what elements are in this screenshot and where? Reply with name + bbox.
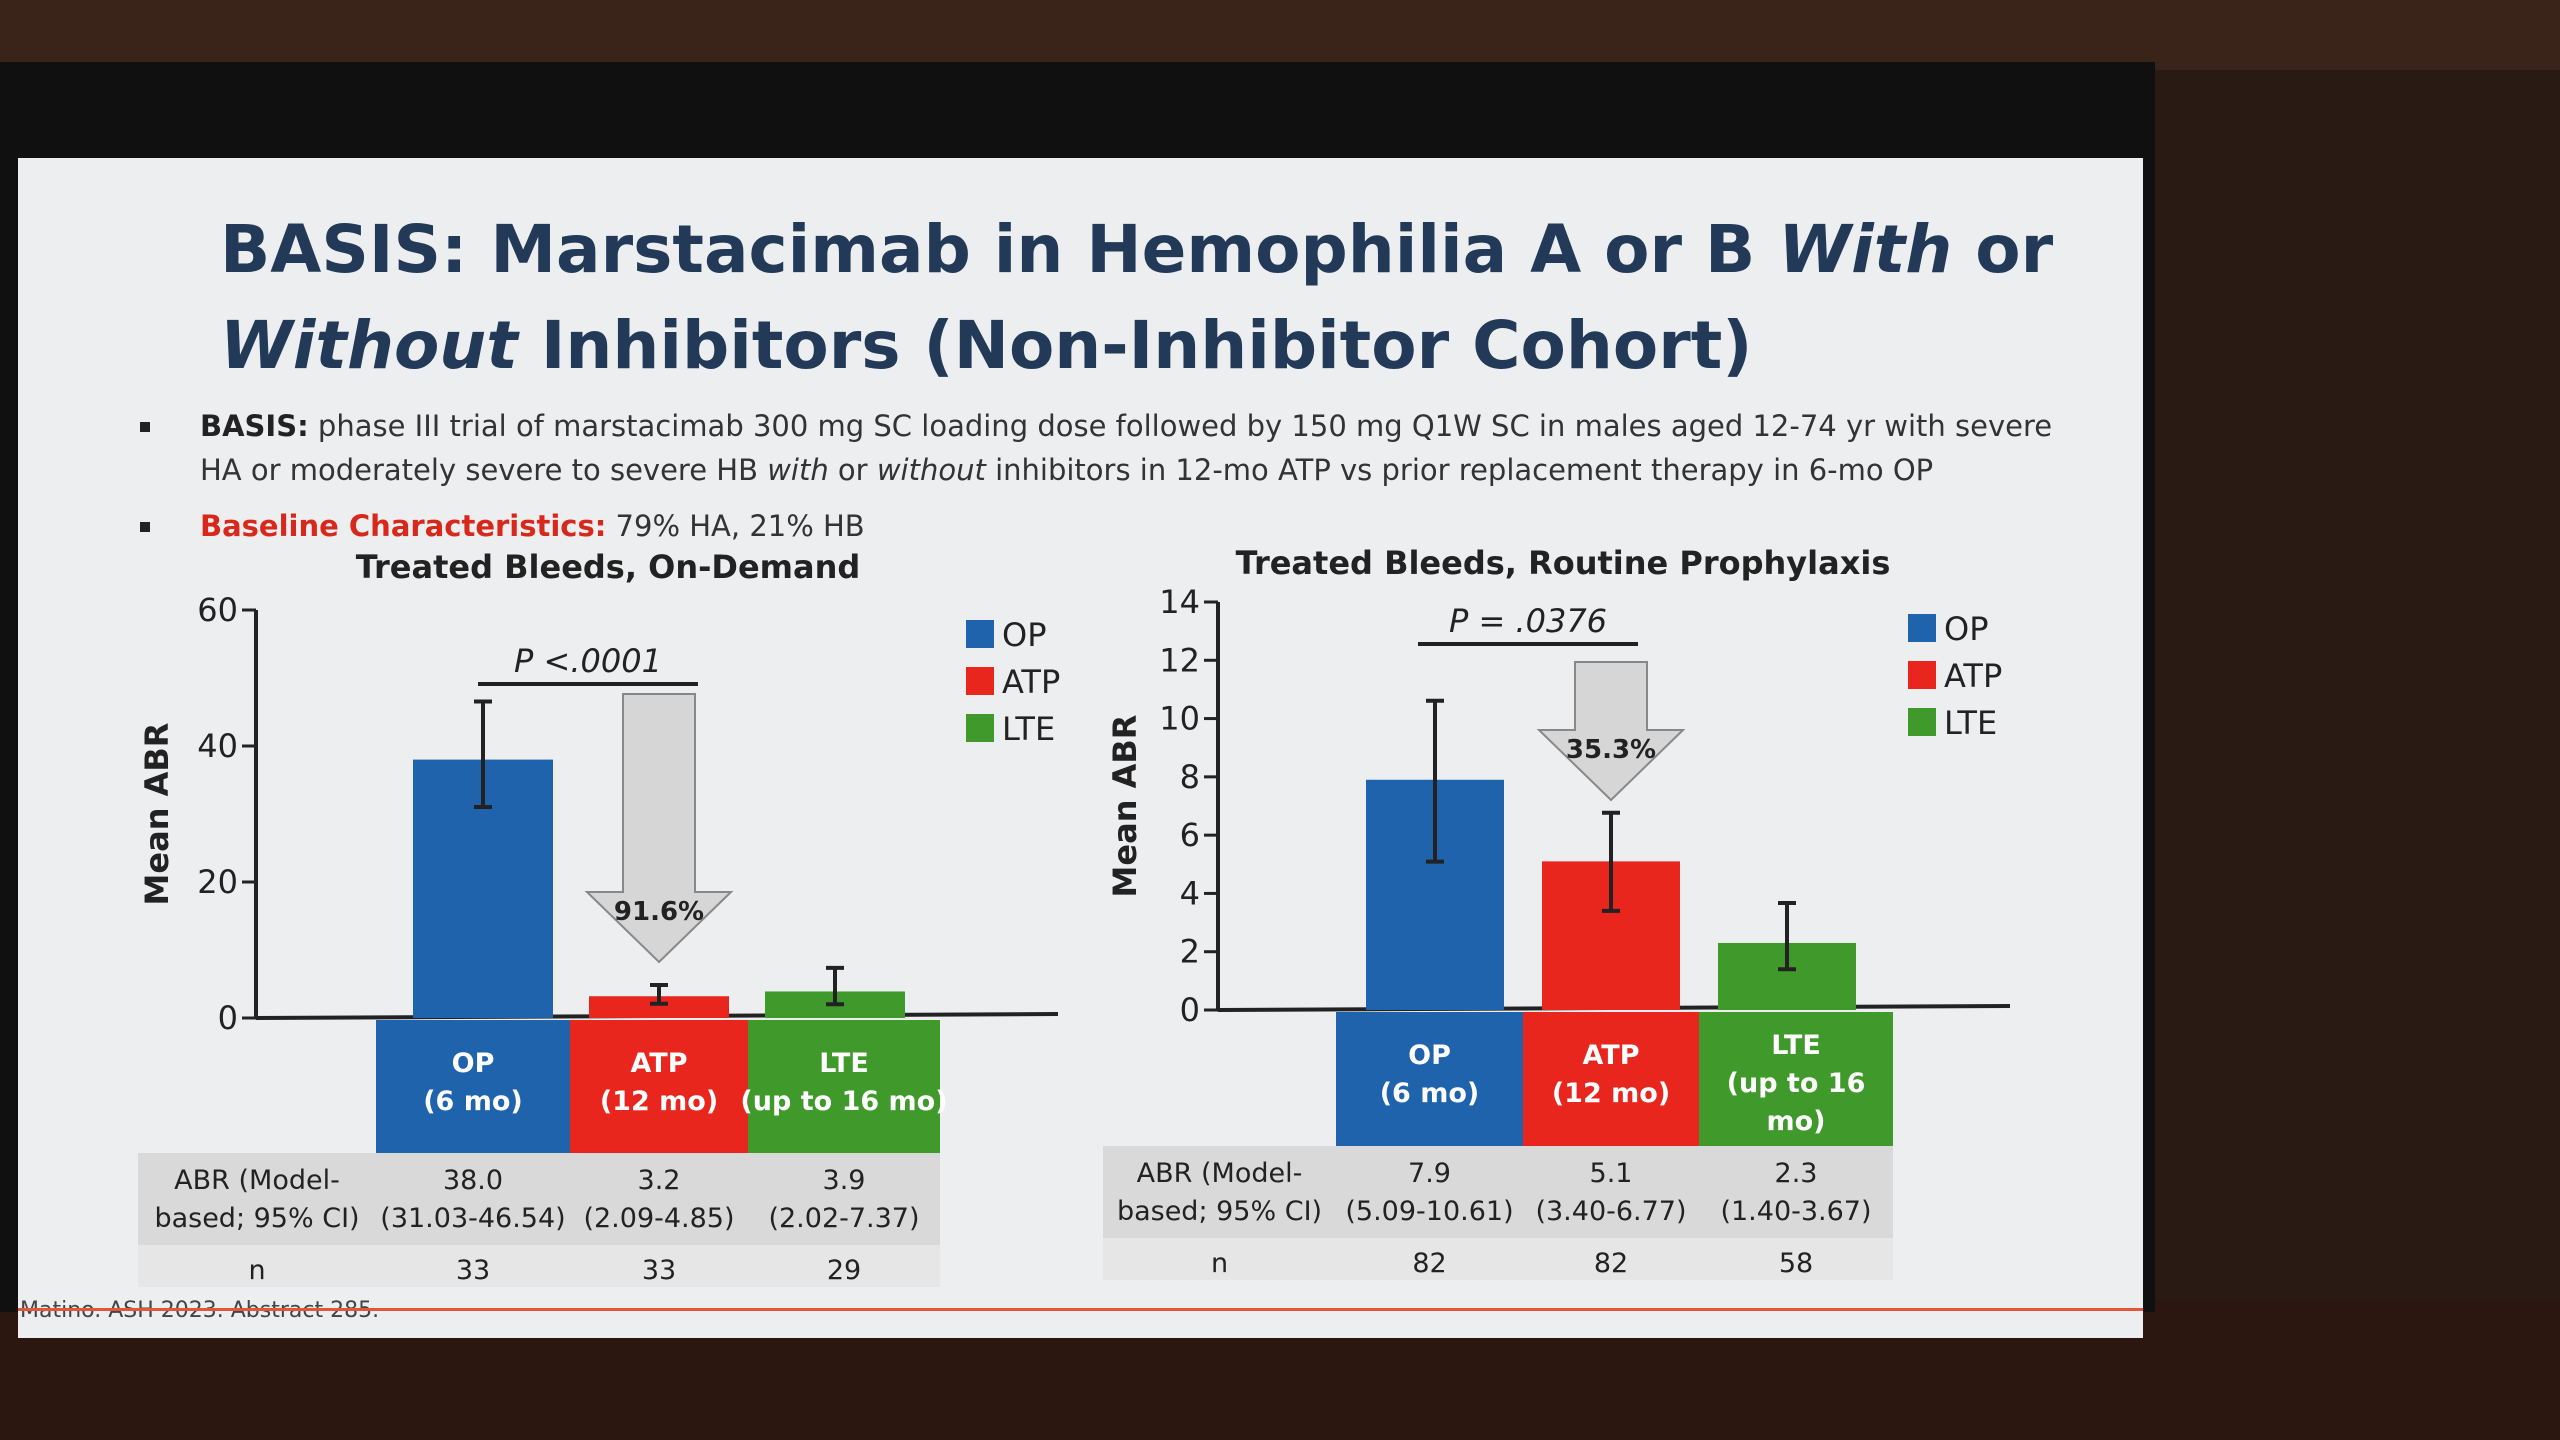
legend-label-lte: LTE (1944, 704, 1997, 742)
y-tick-label: 4 (1180, 874, 1200, 912)
legend-label-atp: ATP (1002, 663, 1060, 701)
table-n-label: n (1211, 1248, 1228, 1279)
table-n-value: 58 (1779, 1248, 1813, 1279)
bar-atp (589, 996, 729, 1018)
table-row-n-bg (138, 1245, 940, 1287)
bullet-marker (140, 422, 150, 432)
legend-swatch-op (966, 620, 994, 648)
legend-label-atp: ATP (1944, 657, 2002, 695)
category-cell (1336, 1012, 1523, 1146)
category-label: (6 mo) (423, 1086, 523, 1117)
legend-label-op: OP (1944, 610, 1988, 648)
table-abr-value: 2.3 (1775, 1158, 1818, 1189)
category-cell (748, 1020, 940, 1153)
table-n-value: 33 (456, 1255, 490, 1286)
category-label: ATP (1582, 1040, 1639, 1071)
category-label: (12 mo) (1552, 1078, 1670, 1109)
table-ci-value: (3.40-6.77) (1535, 1196, 1686, 1227)
legend-swatch-lte (1908, 708, 1936, 736)
legend-swatch-atp (966, 667, 994, 695)
table-abr-value: 5.1 (1590, 1158, 1633, 1189)
table-n-value: 29 (827, 1255, 861, 1286)
table-abr-value: 38.0 (443, 1165, 503, 1196)
chart-title: Treated Bleeds, On-Demand (356, 548, 861, 586)
y-tick-label: 0 (218, 999, 238, 1037)
category-cell (376, 1020, 570, 1153)
table-ci-value: (5.09-10.61) (1345, 1196, 1513, 1227)
y-tick-label: 0 (1180, 991, 1200, 1029)
reduction-percent-label: 35.3% (1566, 735, 1656, 765)
category-label: (up to 16 mo) (740, 1086, 947, 1117)
room-background (0, 0, 2560, 70)
reduction-arrow (1536, 661, 1686, 802)
table-row-abr-bg (1103, 1146, 1893, 1238)
category-label: OP (1408, 1040, 1451, 1071)
y-axis-label: Mean ABR (1106, 715, 1144, 898)
legend-label-lte: LTE (1002, 710, 1055, 748)
table-row-n-bg (1103, 1238, 1893, 1280)
category-label: (6 mo) (1380, 1078, 1480, 1109)
p-value-label: P = .0376 (1449, 602, 1607, 640)
category-label: LTE (1771, 1030, 1821, 1061)
y-tick-label: 10 (1159, 700, 1200, 738)
y-axis-label: Mean ABR (138, 723, 176, 906)
table-ci-value: (1.40-3.67) (1720, 1196, 1871, 1227)
legend-label-op: OP (1002, 616, 1046, 654)
y-tick-label: 12 (1159, 641, 1200, 679)
category-label: (up to 16 (1727, 1068, 1866, 1099)
footer-rule (18, 1308, 2143, 1311)
y-tick-label: 14 (1159, 583, 1200, 621)
chart-routine-prophylaxis: Treated Bleeds, Routine Prophylaxis 0 2 4 6 8… (1103, 544, 2011, 1280)
table-n-value: 33 (642, 1255, 676, 1286)
table-row-label: ABR (Model- (1137, 1158, 1303, 1189)
chart-on-demand: Treated Bleeds, On-Demand 0 20 40 60 Mean ABR… (138, 548, 1060, 1287)
table-row-label: based; 95% CI) (154, 1203, 359, 1234)
table-row-abr-bg (138, 1153, 940, 1245)
category-label: (12 mo) (600, 1086, 718, 1117)
table-abr-value: 3.2 (638, 1165, 681, 1196)
reduction-percent-label: 91.6% (614, 897, 704, 927)
bullet-marker (140, 522, 150, 532)
table-n-value: 82 (1412, 1248, 1446, 1279)
legend-swatch-atp (1908, 661, 1936, 689)
y-tick-label: 2 (1180, 933, 1200, 971)
y-tick-label: 20 (197, 863, 238, 901)
category-label: mo) (1766, 1106, 1825, 1137)
slide: BASIS: Marstacimab in Hemophilia A or B … (18, 158, 2143, 1338)
p-value-label: P <.0001 (514, 642, 662, 680)
category-cell (1523, 1012, 1699, 1146)
table-ci-value: (31.03-46.54) (380, 1203, 565, 1234)
table-ci-value: (2.02-7.37) (768, 1203, 919, 1234)
table-n-label: n (248, 1255, 265, 1286)
chart-title: Treated Bleeds, Routine Prophylaxis (1236, 544, 1891, 582)
category-label: OP (452, 1048, 495, 1079)
category-cell (570, 1020, 748, 1153)
table-row-label: ABR (Model- (174, 1165, 340, 1196)
table-ci-value: (2.09-4.85) (583, 1203, 734, 1234)
category-label: LTE (819, 1048, 869, 1079)
monitor-bezel: BASIS: Marstacimab in Hemophilia A or B … (0, 62, 2155, 1338)
table-abr-value: 3.9 (823, 1165, 866, 1196)
slide-title: BASIS: Marstacimab in Hemophilia A or B … (220, 211, 2054, 384)
reduction-arrow (584, 693, 734, 964)
category-cell (1699, 1012, 1893, 1146)
y-tick-label: 6 (1180, 816, 1200, 854)
table-row-label: based; 95% CI) (1117, 1196, 1322, 1227)
legend-swatch-lte (966, 714, 994, 742)
table-abr-value: 7.9 (1408, 1158, 1451, 1189)
table-n-value: 82 (1594, 1248, 1628, 1279)
legend-swatch-op (1908, 614, 1936, 642)
y-tick-label: 8 (1180, 758, 1200, 796)
y-tick-label: 60 (197, 591, 238, 629)
y-tick-label: 40 (197, 727, 238, 765)
category-label: ATP (630, 1048, 687, 1079)
